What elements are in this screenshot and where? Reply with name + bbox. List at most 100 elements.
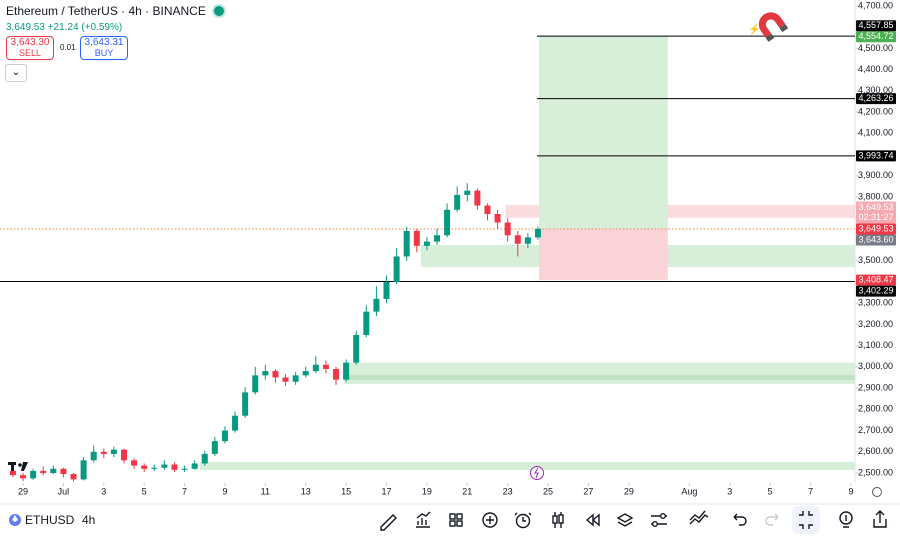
candle-body xyxy=(211,441,218,454)
candle-body xyxy=(444,209,451,236)
candle-body xyxy=(232,415,239,431)
y-tick-label: 2,700.00 xyxy=(858,425,893,435)
price-badge-label: 4,557.85 xyxy=(858,20,893,30)
candle-body xyxy=(282,377,289,382)
ideas-icon[interactable] xyxy=(839,511,853,525)
alert-icon[interactable] xyxy=(515,513,531,529)
y-tick-label: 3,800.00 xyxy=(858,191,893,201)
compare-icon[interactable] xyxy=(689,510,709,525)
x-tick-label: 21 xyxy=(462,486,472,496)
chart-type-icon[interactable] xyxy=(554,512,562,528)
price-badge xyxy=(856,285,896,297)
candle-body xyxy=(161,464,168,468)
add-icon[interactable] xyxy=(482,512,498,528)
symbol[interactable]: Ethereum / TetherUS · 4h · BINANCE xyxy=(6,4,206,18)
candle-body xyxy=(494,214,501,223)
sell-button[interactable]: 3,643.30 SELL xyxy=(6,36,54,60)
x-tick-label: 23 xyxy=(503,486,513,496)
candle-body xyxy=(312,364,319,372)
buy-button[interactable]: 3,643.31 BUY xyxy=(80,36,128,60)
x-tick-label: 11 xyxy=(261,486,270,496)
price-badge xyxy=(856,234,896,246)
fullscreen-bg xyxy=(792,506,820,534)
candle-body xyxy=(50,468,57,474)
candle-body xyxy=(131,460,138,466)
y-tick-label: 4,200.00 xyxy=(858,106,893,116)
y-tick-label: 4,500.00 xyxy=(858,43,893,53)
buy-price: 3,643.31 xyxy=(84,37,124,48)
candle-body xyxy=(40,470,47,474)
countdown-label: 02:31:27 xyxy=(858,212,893,222)
fullscreen-icon[interactable] xyxy=(799,511,813,529)
candle-body xyxy=(343,362,350,380)
candle-body xyxy=(322,364,329,369)
layout-icon[interactable] xyxy=(449,513,456,520)
candle-body xyxy=(272,371,279,378)
x-tick-label: 29 xyxy=(18,486,28,496)
zone xyxy=(199,461,855,471)
sell-label: SELL xyxy=(18,48,42,58)
candle-body xyxy=(474,190,481,206)
price-badge-label: 3,643.60 xyxy=(858,234,893,244)
candle-body xyxy=(90,451,97,461)
collapse-button[interactable]: ⌄ xyxy=(5,64,27,82)
candle-body xyxy=(333,368,340,380)
price-badge xyxy=(856,201,896,224)
candle-body xyxy=(242,392,249,416)
candle-body xyxy=(110,449,117,454)
ticker[interactable]: ETHUSD xyxy=(25,513,75,527)
y-tick-label: 4,400.00 xyxy=(858,64,893,74)
toolbar-icons xyxy=(380,506,887,534)
y-tick-label: 4,100.00 xyxy=(858,128,893,138)
candle-body xyxy=(464,190,471,195)
y-tick-label: 2,600.00 xyxy=(858,446,893,456)
candle-body xyxy=(454,194,461,210)
x-tick-label: 9 xyxy=(222,486,227,496)
draw-icon[interactable] xyxy=(380,514,397,531)
replay-icon[interactable] xyxy=(585,513,600,527)
candle-body xyxy=(393,256,400,282)
candle-body xyxy=(80,460,87,480)
price-badge-label: 3,402.29 xyxy=(858,286,893,296)
candle-body xyxy=(181,468,188,470)
settings-sliders-icon[interactable] xyxy=(651,515,667,525)
interval[interactable]: 4h xyxy=(82,513,96,527)
candle-body xyxy=(373,298,380,312)
candle-body xyxy=(363,311,370,336)
x-tick-label: 7 xyxy=(182,486,187,496)
candle-body xyxy=(504,222,511,236)
candle-body xyxy=(534,228,541,238)
candle-body xyxy=(70,474,77,480)
y-tick-label: 4,700.00 xyxy=(858,0,893,10)
layers-icon[interactable] xyxy=(616,513,634,527)
candle-body xyxy=(141,465,148,469)
candle-body xyxy=(423,241,430,246)
y-tick-label: 3,500.00 xyxy=(858,255,893,265)
header: Ethereum / TetherUS · 4h · BINANCE 3,649… xyxy=(6,4,226,33)
x-tick-label: 9 xyxy=(848,486,853,496)
candle-body xyxy=(201,453,208,464)
indicators-icon[interactable] xyxy=(416,511,431,528)
status-dot xyxy=(211,4,226,18)
candle-body xyxy=(100,451,107,454)
ticker-icon xyxy=(9,514,21,526)
redo-icon[interactable] xyxy=(765,513,779,526)
candle-body xyxy=(30,470,37,479)
price-badge-label: 3,993.74 xyxy=(858,150,893,160)
candle-body xyxy=(151,467,158,469)
x-tick-label: 17 xyxy=(381,486,391,496)
share-icon[interactable] xyxy=(873,510,887,528)
undo-icon[interactable] xyxy=(733,513,747,526)
zone xyxy=(538,228,668,281)
candle-body xyxy=(191,463,198,469)
x-tick-label: 27 xyxy=(583,486,593,496)
zone xyxy=(344,362,855,384)
candle-body xyxy=(383,281,390,299)
candle-body xyxy=(433,235,440,242)
x-tick-label: 5 xyxy=(142,486,147,496)
x-tick-label: 7 xyxy=(808,486,813,496)
spread: 0.01 xyxy=(60,43,76,52)
price-badge xyxy=(856,223,896,235)
candle-body xyxy=(403,230,410,257)
candle-body xyxy=(9,470,16,476)
